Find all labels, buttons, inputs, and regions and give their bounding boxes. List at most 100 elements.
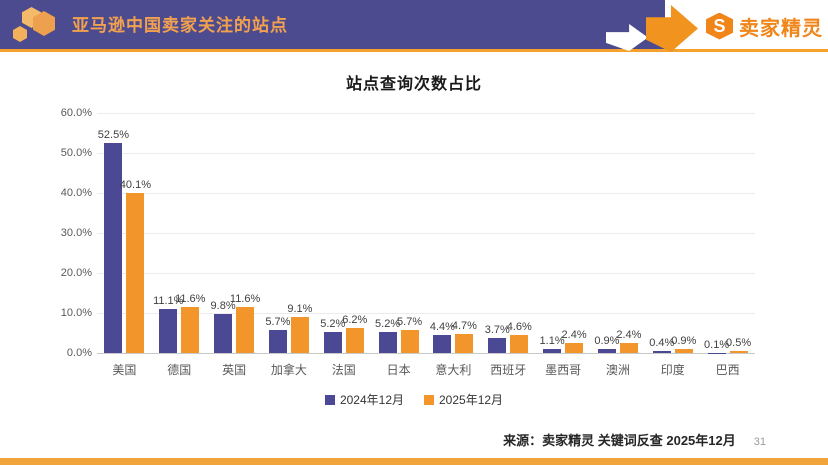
bar-value-label: 4.6%	[506, 320, 532, 333]
arrow-right-icon	[646, 5, 698, 52]
x-axis-tick-label: 美国	[112, 363, 137, 377]
bar-2024年12月-法国: 5.2%	[320, 318, 345, 353]
page-number: 31	[753, 436, 766, 448]
y-axis-tick-label: 0.0%	[66, 347, 92, 359]
y-axis-tick-label: 50.0%	[60, 146, 92, 159]
bar-value-label: 6.2%	[342, 314, 368, 327]
x-axis-tick-label: 意大利	[435, 363, 472, 377]
x-axis-tick-label: 英国	[222, 363, 247, 377]
bar-2024年12月-加拿大: 5.7%	[265, 316, 290, 353]
gridline	[97, 272, 755, 274]
bar-value-label: 11.6%	[175, 292, 206, 305]
bar-2024年12月-澳洲: 0.9%	[594, 335, 619, 353]
bar-2024年12月-美国: 52.5%	[98, 129, 129, 353]
bar-2025年12月-日本: 5.7%	[397, 316, 422, 353]
bar-2025年12月-巴西: 0.5%	[726, 337, 751, 353]
x-axis-tick-label: 法国	[331, 363, 356, 377]
bar-2025年12月-西班牙: 4.6%	[507, 321, 532, 353]
bar-value-label: 52.5%	[97, 129, 130, 141]
y-axis-tick-label: 20.0%	[60, 266, 92, 279]
bar-value-label: 9.8%	[210, 299, 236, 312]
y-axis: 0.0% 10.0% 20.0% 30.0% 40.0% 50.0% 60.0%	[0, 107, 92, 359]
bar-group-德国: 11.1% 11.6% 德国	[153, 113, 205, 377]
bar-group-英国: 9.8% 11.6% 英国	[211, 113, 261, 377]
bar-2025年12月-法国: 6.2%	[342, 314, 367, 353]
legend-item-2025年12月: 2025年12月	[424, 391, 503, 408]
bar-value-label: 0.1%	[704, 338, 730, 351]
bar-2025年12月-美国: 40.1%	[120, 179, 151, 353]
chart-legend: 2024年12月 2025年12月	[0, 391, 828, 408]
brand-logo: S 卖家精灵	[706, 0, 823, 52]
gridline	[97, 313, 755, 314]
bar-value-label: 9.1%	[287, 302, 313, 315]
bar-value-label: 0.9%	[594, 335, 620, 348]
bar-2024年12月-墨西哥: 1.1%	[540, 335, 565, 353]
bar-value-label: 5.2%	[375, 318, 401, 331]
bar-2025年12月-意大利: 4.7%	[452, 320, 477, 353]
sellersprite-logo-icon: S	[706, 12, 733, 40]
arrow-right-icon	[606, 24, 648, 51]
bar-value-label: 3.7%	[484, 324, 510, 337]
source-text: 来源：卖家精灵 关键词反查 2025年12月	[503, 433, 736, 448]
bar-value-label: 5.7%	[397, 316, 423, 329]
x-axis-tick-label: 西班牙	[490, 363, 527, 377]
y-axis-tick-label: 60.0%	[60, 107, 92, 119]
bar-group-巴西: 0.1% 0.5% 巴西	[704, 113, 751, 377]
y-axis-tick-label: 30.0%	[60, 227, 92, 239]
legend-label: 2024年12月	[339, 393, 404, 407]
bar-value-label: 11.6%	[229, 292, 261, 305]
y-axis-tick-label: 10.0%	[60, 307, 92, 319]
bar-2024年12月-西班牙: 3.7%	[485, 324, 510, 353]
legend-swatch-icon	[324, 394, 335, 405]
bar-group-加拿大: 5.7% 9.1% 加拿大	[265, 113, 312, 377]
bar-value-label: 2.4%	[561, 329, 587, 342]
bar-2025年12月-加拿大: 9.1%	[287, 303, 312, 353]
bar-group-美国: 52.5% 40.1% 美国	[98, 113, 151, 377]
hexagon-decoration-icon	[33, 11, 55, 36]
bar-2025年12月-墨西哥: 2.4%	[562, 329, 587, 353]
brand-name: 卖家精灵	[739, 17, 823, 40]
bar-group-印度: 0.4% 0.9% 印度	[649, 113, 696, 377]
bar-group-澳洲: 0.9% 2.4% 澳洲	[594, 113, 641, 377]
chart-title: 站点查询次数占比	[345, 76, 482, 93]
x-axis-tick-label: 加拿大	[270, 363, 307, 377]
bar-value-label: 40.1%	[119, 178, 152, 191]
hexagon-decoration-icon	[13, 26, 27, 42]
x-axis-tick-label: 澳洲	[605, 363, 630, 377]
bar-2024年12月-英国: 9.8%	[211, 300, 236, 353]
gridline	[97, 192, 755, 194]
x-axis-tick-label: 日本	[386, 363, 411, 377]
bar-2024年12月-印度: 0.4%	[649, 337, 674, 353]
bar-value-label: 4.7%	[451, 320, 477, 333]
bar-group-意大利: 4.4% 4.7% 意大利	[430, 113, 477, 377]
bottom-accent-strip	[0, 458, 828, 465]
legend-swatch-icon	[424, 394, 434, 405]
header-title: 亚马逊中国卖家关注的站点	[72, 16, 288, 35]
header: 亚马逊中国卖家关注的站点 S 卖家精灵	[0, 0, 828, 52]
x-axis-tick-label: 印度	[660, 363, 685, 377]
legend-item-2024年12月: 2024年12月	[324, 391, 404, 408]
gridline	[97, 233, 755, 234]
bar-value-label: 1.1%	[539, 334, 565, 347]
bar-value-label: 5.2%	[320, 318, 346, 331]
bar-chart-plot-area: 52.5% 40.1% 美国 11.1% 11.6% 德国 9.8% 11.6% 英国 5.7% 9…	[97, 113, 755, 377]
bar-2025年12月-德国: 11.6%	[175, 293, 205, 353]
bar-group-西班牙: 3.7% 4.6% 西班牙	[485, 113, 532, 377]
bar-value-label: 0.9%	[671, 335, 697, 348]
bar-group-日本: 5.2% 5.7% 日本	[375, 113, 422, 377]
bar-2025年12月-英国: 11.6%	[230, 293, 260, 353]
bar-value-label: 11.1%	[153, 294, 184, 307]
bar-value-label: 0.4%	[649, 337, 675, 350]
bar-value-label: 0.5%	[726, 337, 752, 349]
x-axis-line	[97, 353, 755, 354]
footer: 来源：卖家精灵 关键词反查 2025年12月 31	[0, 430, 828, 449]
legend-label: 2025年12月	[439, 393, 504, 407]
x-axis-tick-label: 墨西哥	[545, 363, 582, 377]
bar-2025年12月-印度: 0.9%	[671, 335, 696, 353]
bar-value-label: 2.4%	[616, 329, 642, 342]
y-axis-tick-label: 40.0%	[60, 186, 92, 199]
bar-2025年12月-澳洲: 2.4%	[616, 329, 641, 353]
bar-group-法国: 5.2% 6.2% 法国	[320, 113, 367, 377]
gridline	[97, 113, 755, 114]
